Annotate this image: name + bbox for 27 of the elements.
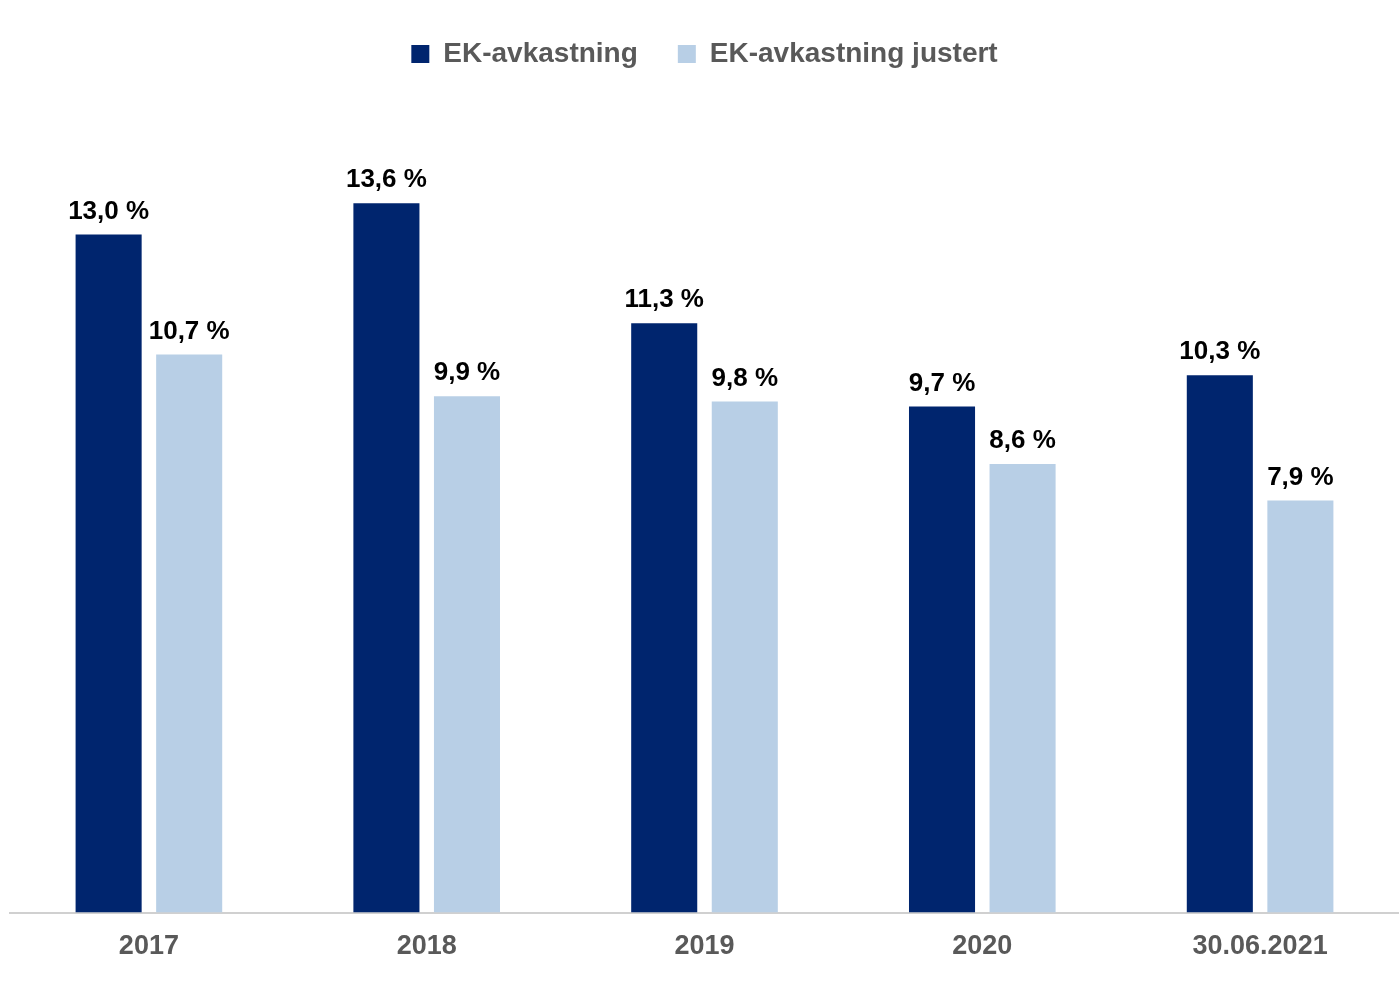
x-tick-label: 30.06.2021 — [1192, 930, 1328, 961]
data-label: 11,3 % — [624, 283, 704, 314]
legend-label: EK-avkastning — [443, 36, 638, 68]
data-label: 9,7 % — [908, 366, 976, 397]
x-tick-label: 2020 — [952, 930, 1013, 961]
bar — [75, 234, 142, 913]
bar — [989, 464, 1056, 913]
bar — [156, 354, 223, 913]
x-tick-label: 2019 — [674, 930, 735, 961]
legend-label: EK-avkastning justert — [709, 36, 998, 68]
data-label: 13,6 % — [345, 163, 427, 194]
bar — [631, 323, 698, 913]
bar — [908, 406, 976, 913]
data-label: 10,3 % — [1179, 335, 1261, 366]
x-tick-label: 2018 — [396, 930, 457, 961]
x-tick-label: 2017 — [118, 930, 179, 961]
data-label: 9,9 % — [433, 356, 501, 387]
data-label: 8,6 % — [989, 424, 1056, 455]
bar — [353, 203, 420, 913]
data-label: 13,0 % — [68, 194, 150, 225]
bar — [1267, 500, 1334, 913]
data-label: 10,7 % — [148, 314, 230, 345]
data-label: 7,9 % — [1267, 460, 1334, 491]
bar — [433, 396, 501, 913]
data-label: 9,8 % — [711, 361, 779, 392]
bar — [1186, 375, 1253, 913]
bar — [711, 401, 778, 913]
